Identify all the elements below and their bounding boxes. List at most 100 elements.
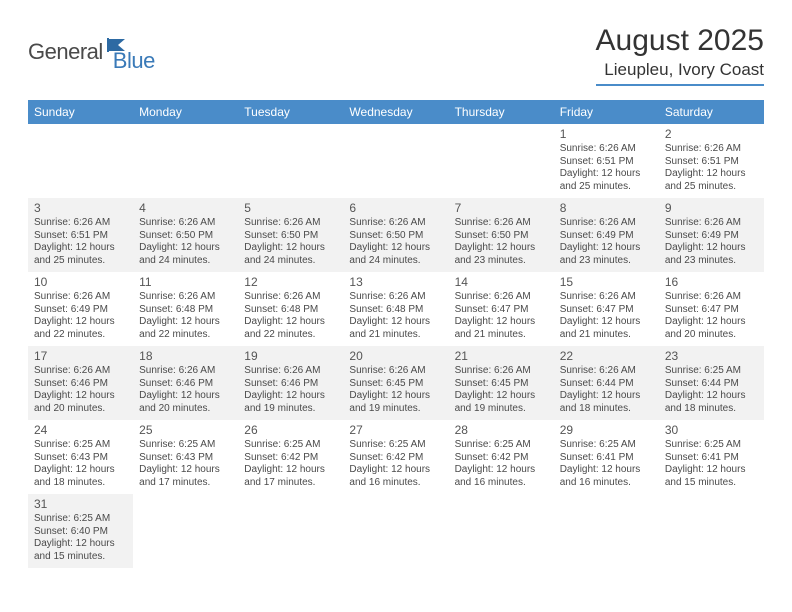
sunset-text: Sunset: 6:43 PM [139,452,232,465]
day-number: 23 [665,349,758,364]
calendar-day-cell [133,124,238,198]
day-header: Wednesday [343,100,448,124]
calendar-day-cell: 7Sunrise: 6:26 AMSunset: 6:50 PMDaylight… [449,198,554,272]
day-number: 7 [455,201,548,216]
daylight-text: Daylight: 12 hours and 24 minutes. [349,242,442,267]
sunrise-text: Sunrise: 6:26 AM [34,365,127,378]
header: General Blue August 2025 Lieupleu, Ivory… [28,24,764,86]
day-number: 3 [34,201,127,216]
daylight-text: Daylight: 12 hours and 24 minutes. [139,242,232,267]
day-header: Thursday [449,100,554,124]
calendar-day-cell [449,124,554,198]
day-number: 20 [349,349,442,364]
calendar-day-cell: 3Sunrise: 6:26 AMSunset: 6:51 PMDaylight… [28,198,133,272]
sunset-text: Sunset: 6:50 PM [244,230,337,243]
sunrise-text: Sunrise: 6:26 AM [244,365,337,378]
calendar-day-cell: 12Sunrise: 6:26 AMSunset: 6:48 PMDayligh… [238,272,343,346]
day-number: 6 [349,201,442,216]
day-header: Sunday [28,100,133,124]
sunrise-text: Sunrise: 6:26 AM [349,217,442,230]
daylight-text: Daylight: 12 hours and 16 minutes. [349,464,442,489]
sunrise-text: Sunrise: 6:26 AM [560,217,653,230]
day-number: 19 [244,349,337,364]
sunrise-text: Sunrise: 6:26 AM [560,365,653,378]
location-label: Lieupleu, Ivory Coast [596,60,764,86]
sunset-text: Sunset: 6:48 PM [139,304,232,317]
daylight-text: Daylight: 12 hours and 25 minutes. [665,168,758,193]
day-number: 12 [244,275,337,290]
daylight-text: Daylight: 12 hours and 16 minutes. [455,464,548,489]
daylight-text: Daylight: 12 hours and 25 minutes. [34,242,127,267]
calendar-day-cell: 4Sunrise: 6:26 AMSunset: 6:50 PMDaylight… [133,198,238,272]
calendar-day-cell [133,494,238,568]
page-title: August 2025 [596,24,764,58]
calendar-day-cell: 25Sunrise: 6:25 AMSunset: 6:43 PMDayligh… [133,420,238,494]
sunset-text: Sunset: 6:51 PM [560,156,653,169]
sunrise-text: Sunrise: 6:26 AM [34,217,127,230]
calendar-day-cell: 10Sunrise: 6:26 AMSunset: 6:49 PMDayligh… [28,272,133,346]
calendar-week-row: 24Sunrise: 6:25 AMSunset: 6:43 PMDayligh… [28,420,764,494]
calendar-week-row: 31Sunrise: 6:25 AMSunset: 6:40 PMDayligh… [28,494,764,568]
sunset-text: Sunset: 6:42 PM [349,452,442,465]
day-header: Monday [133,100,238,124]
sunset-text: Sunset: 6:50 PM [455,230,548,243]
calendar-day-cell: 20Sunrise: 6:26 AMSunset: 6:45 PMDayligh… [343,346,448,420]
sunset-text: Sunset: 6:49 PM [34,304,127,317]
calendar-day-cell [659,494,764,568]
title-block: August 2025 Lieupleu, Ivory Coast [596,24,764,86]
sunset-text: Sunset: 6:41 PM [560,452,653,465]
daylight-text: Daylight: 12 hours and 19 minutes. [455,390,548,415]
day-number: 31 [34,497,127,512]
sunset-text: Sunset: 6:43 PM [34,452,127,465]
day-number: 22 [560,349,653,364]
sunset-text: Sunset: 6:46 PM [139,378,232,391]
calendar-table: Sunday Monday Tuesday Wednesday Thursday… [28,100,764,568]
sunset-text: Sunset: 6:48 PM [244,304,337,317]
sunset-text: Sunset: 6:42 PM [455,452,548,465]
calendar-day-cell: 29Sunrise: 6:25 AMSunset: 6:41 PMDayligh… [554,420,659,494]
sunrise-text: Sunrise: 6:26 AM [139,291,232,304]
calendar-day-cell [238,124,343,198]
sunrise-text: Sunrise: 6:26 AM [560,143,653,156]
calendar-day-cell: 17Sunrise: 6:26 AMSunset: 6:46 PMDayligh… [28,346,133,420]
calendar-day-cell: 11Sunrise: 6:26 AMSunset: 6:48 PMDayligh… [133,272,238,346]
calendar-day-cell: 2Sunrise: 6:26 AMSunset: 6:51 PMDaylight… [659,124,764,198]
sunrise-text: Sunrise: 6:25 AM [139,439,232,452]
day-number: 27 [349,423,442,438]
sunset-text: Sunset: 6:49 PM [560,230,653,243]
daylight-text: Daylight: 12 hours and 19 minutes. [244,390,337,415]
sunrise-text: Sunrise: 6:25 AM [560,439,653,452]
daylight-text: Daylight: 12 hours and 21 minutes. [349,316,442,341]
daylight-text: Daylight: 12 hours and 18 minutes. [665,390,758,415]
calendar-day-cell: 24Sunrise: 6:25 AMSunset: 6:43 PMDayligh… [28,420,133,494]
sunset-text: Sunset: 6:45 PM [455,378,548,391]
sunrise-text: Sunrise: 6:25 AM [455,439,548,452]
calendar-day-cell: 16Sunrise: 6:26 AMSunset: 6:47 PMDayligh… [659,272,764,346]
daylight-text: Daylight: 12 hours and 16 minutes. [560,464,653,489]
calendar-day-cell: 6Sunrise: 6:26 AMSunset: 6:50 PMDaylight… [343,198,448,272]
daylight-text: Daylight: 12 hours and 23 minutes. [455,242,548,267]
calendar-day-cell: 18Sunrise: 6:26 AMSunset: 6:46 PMDayligh… [133,346,238,420]
sunrise-text: Sunrise: 6:25 AM [34,513,127,526]
sunrise-text: Sunrise: 6:25 AM [34,439,127,452]
calendar-day-cell: 19Sunrise: 6:26 AMSunset: 6:46 PMDayligh… [238,346,343,420]
calendar-week-row: 3Sunrise: 6:26 AMSunset: 6:51 PMDaylight… [28,198,764,272]
sunset-text: Sunset: 6:41 PM [665,452,758,465]
day-number: 26 [244,423,337,438]
sunrise-text: Sunrise: 6:26 AM [244,291,337,304]
calendar-day-cell: 21Sunrise: 6:26 AMSunset: 6:45 PMDayligh… [449,346,554,420]
daylight-text: Daylight: 12 hours and 21 minutes. [560,316,653,341]
day-number: 21 [455,349,548,364]
daylight-text: Daylight: 12 hours and 25 minutes. [560,168,653,193]
daylight-text: Daylight: 12 hours and 15 minutes. [665,464,758,489]
sunrise-text: Sunrise: 6:26 AM [455,217,548,230]
day-number: 2 [665,127,758,142]
daylight-text: Daylight: 12 hours and 18 minutes. [560,390,653,415]
day-number: 4 [139,201,232,216]
logo: General Blue [28,30,155,74]
daylight-text: Daylight: 12 hours and 20 minutes. [139,390,232,415]
sunrise-text: Sunrise: 6:25 AM [244,439,337,452]
sunset-text: Sunset: 6:42 PM [244,452,337,465]
calendar-day-cell [343,494,448,568]
calendar-day-cell: 15Sunrise: 6:26 AMSunset: 6:47 PMDayligh… [554,272,659,346]
